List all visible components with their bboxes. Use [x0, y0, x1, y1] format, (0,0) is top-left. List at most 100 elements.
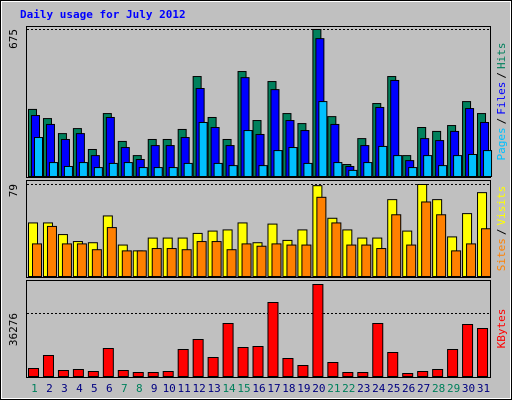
legend: Pages / Files / Hits: [495, 43, 508, 161]
bar: [316, 196, 327, 277]
x-tick-label: 23: [357, 382, 370, 395]
bar: [93, 167, 103, 177]
x-tick-label: 6: [106, 382, 113, 395]
legend-entry: Sites: [495, 238, 508, 271]
x-tick-label: 9: [151, 382, 158, 395]
x-tick-label: 31: [477, 382, 490, 395]
bar: [241, 243, 252, 278]
bar: [462, 324, 474, 377]
bar: [34, 137, 43, 177]
bar: [243, 130, 253, 177]
x-tick-label: 4: [76, 382, 83, 395]
bar: [228, 165, 238, 178]
bar: [177, 348, 189, 377]
bar: [406, 244, 417, 277]
x-tick-label: 17: [267, 382, 280, 395]
bar: [32, 243, 42, 278]
bar: [417, 371, 429, 377]
bar: [271, 243, 282, 278]
legend-separator: /: [495, 72, 508, 79]
x-tick-label: 25: [387, 382, 400, 395]
x-tick-label: 12: [193, 382, 206, 395]
bar: [211, 241, 222, 278]
x-tick-label: 3: [61, 382, 68, 395]
bar: [376, 248, 387, 277]
bar: [258, 165, 268, 178]
bar: [222, 323, 234, 377]
bar: [121, 250, 132, 277]
bar: [63, 165, 73, 178]
bar: [256, 245, 267, 277]
bar: [267, 302, 279, 377]
bar: [288, 147, 298, 177]
bar: [423, 155, 433, 178]
bar: [393, 155, 403, 178]
bar: [106, 227, 117, 277]
legend-entry: Visits: [495, 186, 508, 226]
bar: [136, 250, 147, 277]
bar: [138, 167, 148, 177]
legend: KBytes: [495, 309, 508, 349]
x-tick-label: 27: [417, 382, 430, 395]
bar: [331, 222, 342, 277]
bar: [438, 165, 448, 178]
y-tick-label: 36276: [7, 313, 20, 346]
bar: [361, 244, 372, 277]
bar: [46, 225, 57, 278]
bar: [378, 145, 388, 178]
bar: [207, 357, 219, 378]
x-tick-label: 7: [121, 382, 128, 395]
x-tick-label: 11: [178, 382, 191, 395]
bar: [273, 150, 283, 177]
bar: [168, 167, 178, 177]
legend-separator: /: [495, 229, 508, 236]
bar: [318, 101, 328, 177]
bar: [117, 369, 129, 378]
bar: [91, 249, 102, 278]
bar: [132, 372, 144, 377]
y-tick-label: 79: [7, 184, 20, 197]
x-tick-label: 14: [222, 382, 236, 395]
x-tick-label: 30: [462, 382, 475, 395]
bar: [451, 250, 462, 277]
bar: [342, 372, 354, 377]
bar: [327, 362, 339, 377]
bar: [348, 169, 358, 177]
bar: [183, 162, 193, 178]
bar: [297, 364, 309, 378]
bar: [402, 373, 414, 377]
bar: [363, 162, 373, 178]
bar: [61, 243, 72, 278]
legend-separator: /: [495, 118, 508, 125]
legend: Sites / Visits: [495, 186, 508, 272]
legend-entry: Files: [495, 82, 508, 115]
x-tick-label: 15: [237, 382, 250, 395]
bar: [286, 244, 297, 277]
x-tick-label: 20: [312, 382, 325, 395]
bar: [213, 162, 223, 178]
bar: [102, 348, 114, 377]
bar: [453, 155, 463, 178]
x-tick-label: 8: [136, 382, 143, 395]
bar: [252, 346, 264, 378]
bar: [57, 369, 69, 378]
bar: [481, 228, 492, 277]
x-tick-label: 22: [342, 382, 355, 395]
bar: [76, 243, 87, 278]
x-tick-label: 5: [91, 382, 98, 395]
bar: [196, 241, 207, 278]
bar: [303, 162, 313, 178]
bar: [78, 162, 88, 178]
bar: [312, 284, 324, 378]
bar: [162, 371, 174, 377]
bar: [477, 328, 489, 377]
bar: [181, 249, 192, 278]
bar: [432, 368, 444, 378]
bar: [408, 167, 418, 177]
bar: [447, 348, 459, 377]
bar: [192, 338, 204, 377]
x-tick-label: 1: [31, 382, 38, 395]
